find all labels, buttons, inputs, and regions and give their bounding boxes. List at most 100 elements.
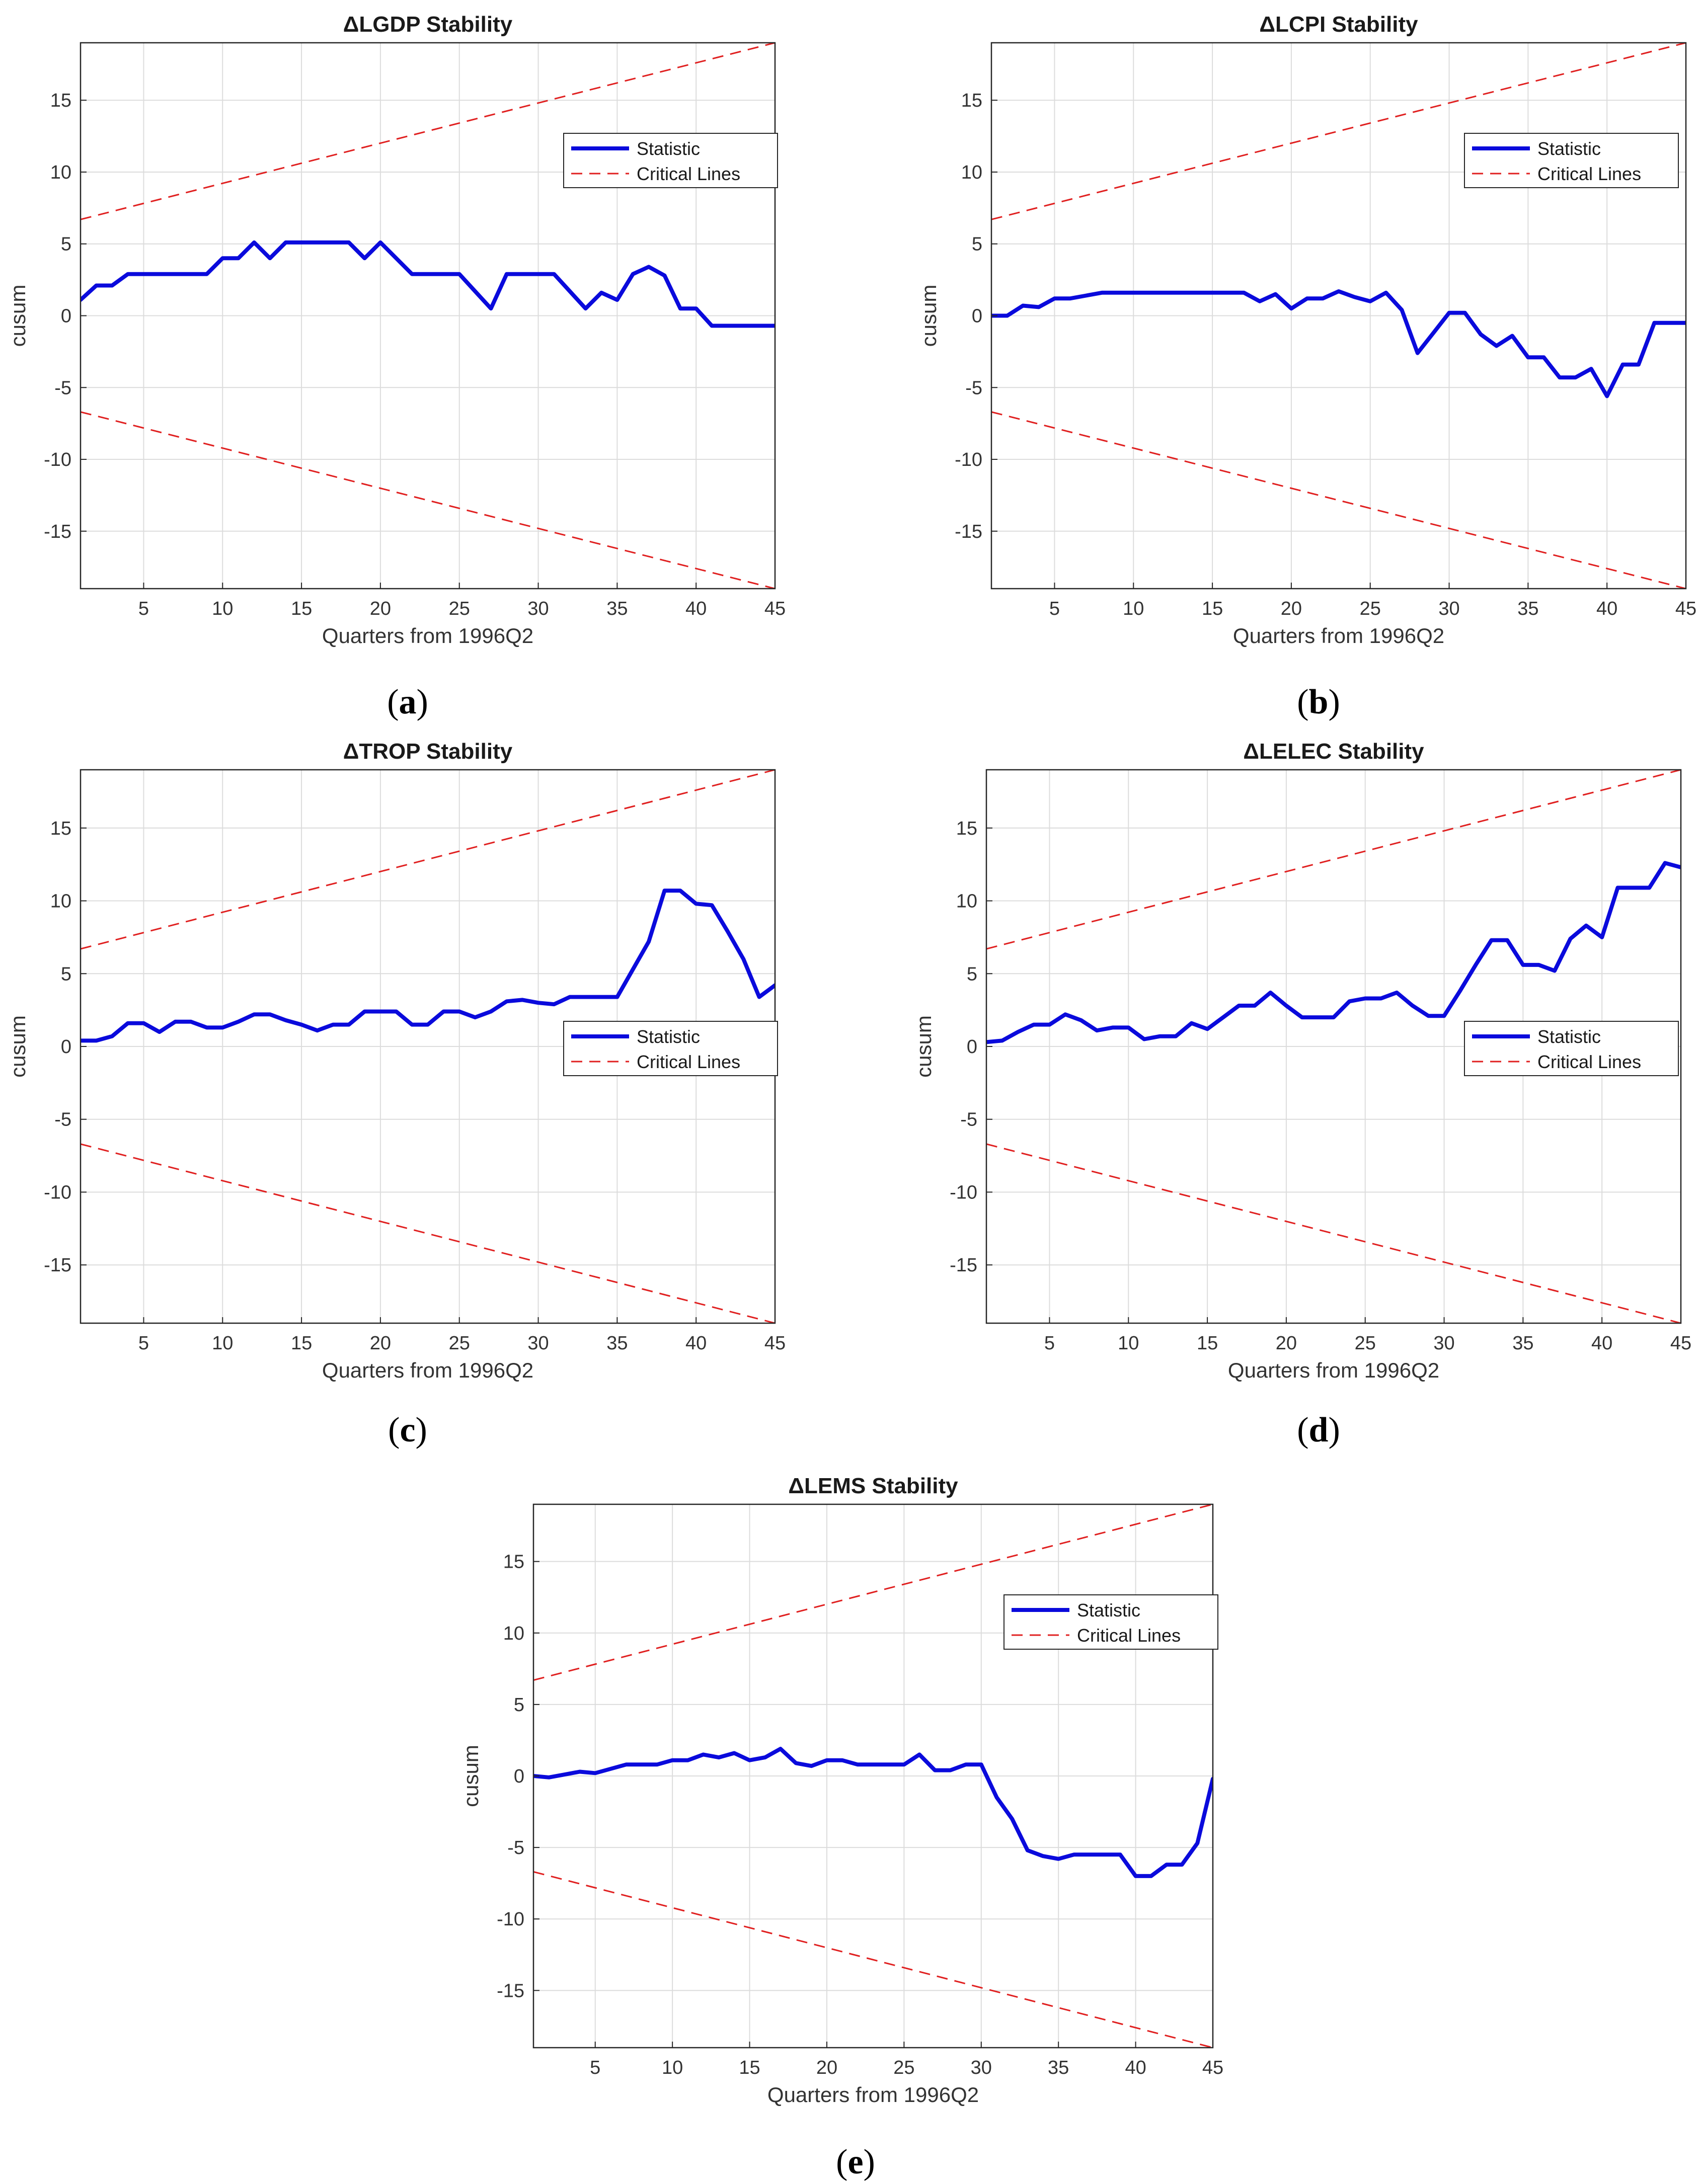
critical-line-upper <box>81 770 775 950</box>
legend-box <box>563 1021 778 1076</box>
x-tick-label: 25 <box>449 1333 470 1354</box>
x-tick-label: 20 <box>1276 1333 1297 1354</box>
legend-box <box>1003 1594 1218 1650</box>
x-tick-label: 30 <box>1433 1333 1454 1354</box>
x-tick-label: 25 <box>893 2057 914 2078</box>
y-tick-label: -10 <box>950 1182 977 1203</box>
x-tick-label: 30 <box>1438 598 1459 619</box>
data-layer <box>991 43 1686 589</box>
x-tick-label: 5 <box>1044 1333 1055 1354</box>
x-tick-label: 25 <box>449 598 470 619</box>
x-axis-label: Quarters from 1996Q2 <box>322 624 533 648</box>
x-tick-label: 40 <box>685 598 707 619</box>
legend-label-statistic: Statistic <box>637 138 700 159</box>
y-tick-label: -10 <box>497 1909 524 1930</box>
chart-title: ΔLCPI Stability <box>1259 12 1418 37</box>
y-tick-label: -5 <box>54 1109 71 1130</box>
x-tick-label: 30 <box>527 598 549 619</box>
x-tick-label: 5 <box>138 598 149 619</box>
legend-label-statistic: Statistic <box>1537 138 1601 159</box>
critical-line-upper <box>533 1504 1213 1681</box>
chart-d: 5 10 15 20 25 30 35 40 45 15 10 5 0 -5 -10 -15 ΔLELEC St… <box>912 739 1691 1382</box>
y-tick-label: -5 <box>960 1109 977 1130</box>
x-tick-label: 45 <box>1670 1333 1691 1354</box>
data-layer <box>986 770 1681 1323</box>
legend-label-statistic: Statistic <box>1077 1600 1140 1621</box>
x-tick-label: 45 <box>1202 2057 1223 2078</box>
critical-line-lower <box>991 411 1686 589</box>
chart-title: ΔLGDP Stability <box>343 12 513 37</box>
x-tick-label: 5 <box>138 1333 149 1354</box>
y-tick-label: 15 <box>956 818 977 839</box>
legend-label-critical: Critical Lines <box>1537 1051 1641 1072</box>
x-tick-label: 10 <box>1123 598 1144 619</box>
x-axis-label: Quarters from 1996Q2 <box>322 1358 533 1382</box>
x-tick-label: 15 <box>739 2057 760 2078</box>
chart-title: ΔLELEC Stability <box>1243 739 1424 764</box>
x-tick-label: 15 <box>291 598 312 619</box>
x-tick-label: 30 <box>971 2057 992 2078</box>
y-tick-label: 0 <box>967 1036 977 1058</box>
y-tick-label: -10 <box>955 449 982 470</box>
legend: Statistic Critical Lines <box>1464 1021 1679 1076</box>
y-axis-label: cusum <box>917 285 941 347</box>
x-tick-label: 10 <box>212 598 233 619</box>
critical-line-upper <box>986 770 1681 950</box>
x-tick-label: 25 <box>1360 598 1381 619</box>
y-tick-label: 10 <box>503 1623 524 1644</box>
x-tick-label: 10 <box>212 1333 233 1354</box>
x-tick-label: 35 <box>1517 598 1538 619</box>
x-tick-label: 30 <box>527 1333 549 1354</box>
y-tick-label: 0 <box>61 306 71 327</box>
legend-label-critical: Critical Lines <box>637 164 740 184</box>
x-tick-label: 20 <box>1281 598 1302 619</box>
y-tick-label: -10 <box>44 1182 71 1203</box>
statistic-line <box>533 1747 1213 1878</box>
y-tick-label: 5 <box>967 963 977 985</box>
y-tick-label: 10 <box>961 162 982 183</box>
x-tick-label: 5 <box>590 2057 600 2078</box>
statistic-line <box>986 861 1681 1044</box>
chart-c: 5 10 15 20 25 30 35 40 45 15 10 5 0 -5 -10 -15 ΔTROP Sta… <box>6 739 786 1382</box>
y-tick-label: 10 <box>50 162 71 183</box>
panel-label-e: (e) <box>836 2143 875 2181</box>
x-tick-label: 25 <box>1355 1333 1376 1354</box>
y-tick-label: 15 <box>503 1552 524 1573</box>
panel-label-c: (c) <box>388 1411 427 1449</box>
legend: Statistic Critical Lines <box>1464 133 1679 188</box>
legend-label-critical: Critical Lines <box>1537 164 1641 184</box>
x-axis-label: Quarters from 1996Q2 <box>767 2083 979 2107</box>
critical-line-lower <box>533 1871 1213 2048</box>
panel-label-a: (a) <box>387 683 428 721</box>
x-tick-label: 40 <box>1125 2057 1146 2078</box>
statistic-line <box>81 240 775 328</box>
legend: Statistic Critical Lines <box>1003 1594 1218 1650</box>
x-tick-label: 15 <box>1202 598 1223 619</box>
y-tick-label: -5 <box>507 1837 524 1858</box>
x-tick-label: 35 <box>606 1333 628 1354</box>
chart-title: ΔLEMS Stability <box>788 1474 958 1498</box>
y-tick-label: 15 <box>50 90 71 111</box>
critical-line-upper <box>991 43 1686 220</box>
x-tick-label: 15 <box>291 1333 312 1354</box>
x-tick-label: 35 <box>1512 1333 1533 1354</box>
y-axis-label: cusum <box>912 1015 936 1078</box>
x-tick-label: 5 <box>1049 598 1060 619</box>
x-tick-label: 40 <box>685 1333 707 1354</box>
legend: Statistic Critical Lines <box>563 133 778 188</box>
chart-a: 5 10 15 20 25 30 35 40 45 15 10 5 0 -5 -10 -15 ΔLGDP Sta… <box>6 12 786 648</box>
legend-label-critical: Critical Lines <box>1077 1625 1181 1646</box>
y-tick-label: -15 <box>44 521 71 542</box>
y-tick-label: 15 <box>50 818 71 839</box>
y-tick-label: 0 <box>61 1036 71 1058</box>
x-tick-label: 20 <box>370 598 391 619</box>
x-tick-label: 45 <box>764 1333 786 1354</box>
x-tick-label: 10 <box>1118 1333 1139 1354</box>
legend-label-statistic: Statistic <box>637 1026 700 1047</box>
y-tick-label: 0 <box>514 1766 524 1787</box>
legend-box <box>563 133 778 188</box>
legend-label-critical: Critical Lines <box>637 1051 740 1072</box>
x-axis-label: Quarters from 1996Q2 <box>1228 1358 1439 1382</box>
x-tick-label: 40 <box>1596 598 1617 619</box>
x-tick-label: 35 <box>1048 2057 1069 2078</box>
